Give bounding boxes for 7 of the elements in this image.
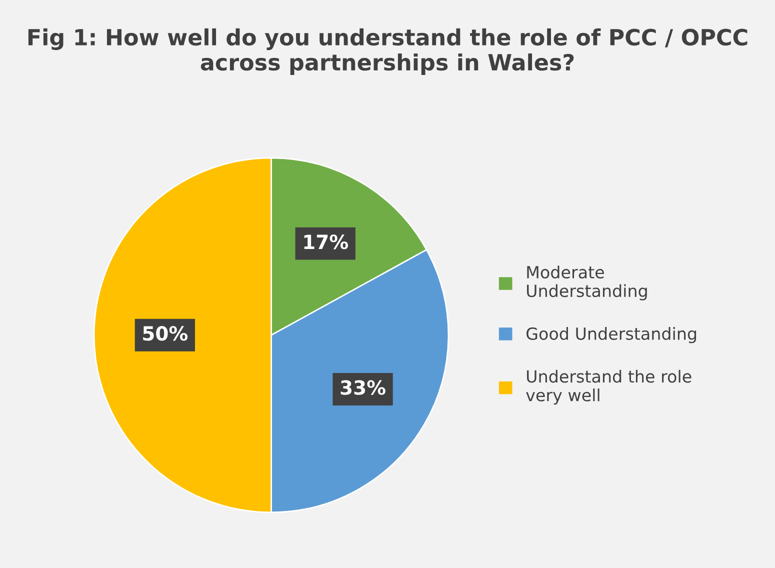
- legend-label: Moderate Understanding: [527, 266, 647, 300]
- legend-label: Good Understanding: [526, 327, 696, 344]
- legend-label: Understand the role very well: [526, 370, 692, 405]
- data-label: 33%: [340, 380, 386, 395]
- chart-title: Fig 1: How well do you understand the role of PCC / OPCC across partnerships in Wales?: [28, 28, 748, 75]
- data-label: 17%: [304, 234, 348, 250]
- data-label: 50%: [143, 326, 188, 341]
